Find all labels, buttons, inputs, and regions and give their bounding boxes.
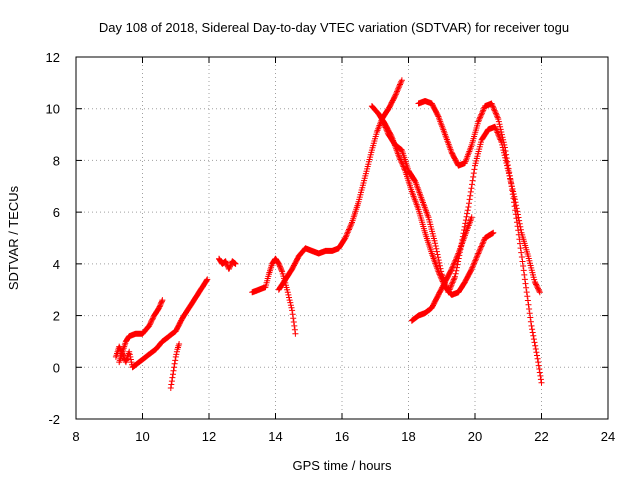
series-arc-h — [378, 116, 543, 296]
axis-ticks — [75, 56, 609, 420]
x-tick-label: 10 — [135, 429, 149, 444]
series-arc-a — [112, 276, 211, 371]
chart-title: Day 108 of 2018, Sidereal Day-to-day VTE… — [99, 20, 569, 35]
x-tick-labels: 8 10 12 14 16 18 20 22 24 — [72, 429, 615, 444]
data-points — [112, 77, 545, 391]
y-tick-label: 10 — [46, 102, 60, 117]
y-tick-label: 0 — [53, 360, 60, 375]
y-tick-label: -2 — [48, 412, 60, 427]
data-marker — [167, 341, 183, 391]
x-tick-label: 18 — [401, 429, 415, 444]
x-tick-label: 20 — [468, 429, 482, 444]
data-marker — [408, 214, 475, 324]
data-marker — [275, 77, 405, 293]
grid-lines — [76, 57, 608, 419]
series-arc-i — [408, 214, 475, 324]
x-tick-label: 8 — [72, 429, 79, 444]
y-tick-label: 12 — [46, 50, 60, 65]
data-marker — [378, 116, 543, 296]
data-marker — [249, 255, 299, 337]
series-arc-j — [415, 98, 545, 386]
series-arc-f — [275, 77, 405, 293]
series-arc-c — [167, 341, 183, 391]
y-axis-label: SDTVAR / TECUs — [6, 185, 21, 290]
y-tick-labels: -2 0 2 4 6 8 10 12 — [46, 50, 60, 427]
series-arc-b — [116, 297, 166, 366]
series-arc-d — [216, 255, 239, 272]
x-tick-label: 22 — [534, 429, 548, 444]
x-tick-label: 16 — [335, 429, 349, 444]
data-marker — [112, 276, 211, 371]
y-tick-label: 4 — [53, 257, 60, 272]
x-tick-label: 14 — [268, 429, 282, 444]
y-tick-label: 2 — [53, 309, 60, 324]
series-arc-e — [249, 255, 299, 337]
data-marker — [216, 255, 239, 272]
x-axis-label: GPS time / hours — [293, 458, 392, 473]
data-marker — [116, 297, 166, 366]
data-marker — [415, 98, 545, 386]
y-tick-label: 8 — [53, 153, 60, 168]
x-tick-label: 24 — [601, 429, 615, 444]
y-tick-label: 6 — [53, 205, 60, 220]
x-tick-label: 12 — [202, 429, 216, 444]
